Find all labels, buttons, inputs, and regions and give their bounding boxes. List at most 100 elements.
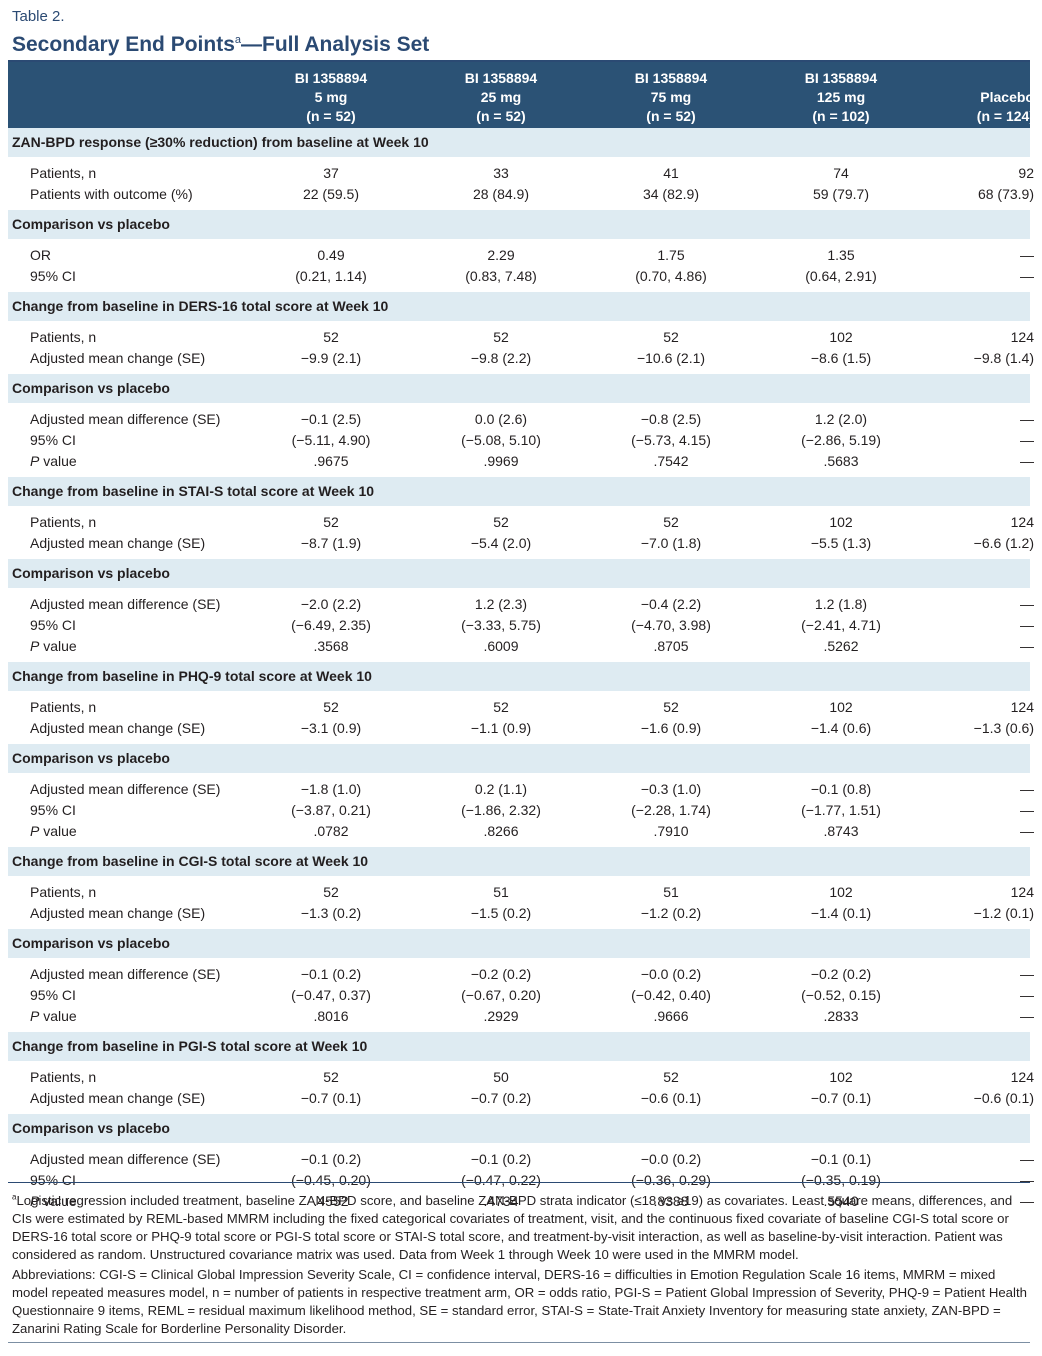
table-row: Patients, n 52 52 52 102 124	[8, 512, 1034, 533]
table-cell: −2.0 (2.2)	[300, 596, 362, 612]
row-label: 95% CI	[30, 432, 76, 448]
column-header-5mg: BI 1358894 5 mg (n = 52)	[294, 70, 368, 124]
table-row: Adjusted mean change (SE) −9.9 (2.1) −9.8 …	[8, 348, 1034, 369]
table-cell: −1.2 (0.1)	[973, 905, 1034, 921]
row-label: Adjusted mean change (SE)	[30, 720, 206, 736]
table-cell: 0.2 (1.1)	[474, 781, 528, 797]
table-cell: 52	[663, 514, 679, 530]
table-row: Adjusted mean change (SE) −0.7 (0.1) −0.7 …	[8, 1088, 1034, 1109]
top-rule	[8, 60, 1030, 62]
table-cell: −0.0 (0.2)	[640, 1151, 702, 1167]
table-cell: 22 (59.5)	[302, 186, 360, 202]
table-cell: −0.1 (0.8)	[810, 781, 872, 797]
table-cell: .2929	[483, 1008, 519, 1024]
row-label: P value	[30, 638, 77, 654]
row-label: OR	[30, 247, 51, 263]
table-cell: 1.2 (2.3)	[474, 596, 528, 612]
row-label: P value	[30, 823, 77, 839]
table-cell: −1.1 (0.9)	[470, 720, 532, 736]
section-header: Comparison vs placebo	[8, 744, 1030, 773]
row-label: 95% CI	[30, 268, 76, 284]
table-cell: −1.8 (1.0)	[300, 781, 362, 797]
table-row: Adjusted mean change (SE) −3.1 (0.9) −1.1 …	[8, 718, 1034, 739]
table-cell: .2833	[823, 1008, 859, 1024]
row-label: P value	[30, 1008, 77, 1024]
table-cell: .9675	[313, 453, 349, 469]
row-label: P value	[30, 1193, 77, 1209]
section-label: Comparison vs placebo	[12, 565, 170, 581]
table-row: P value .9675 .9969 .7542 .5683 —	[8, 451, 1034, 472]
table-cell: (−1.86, 2.32)	[461, 802, 541, 818]
table-cell: 102	[829, 699, 853, 715]
section-label: Change from baseline in STAI-S total sco…	[12, 483, 375, 499]
table-cell: —	[1020, 247, 1034, 263]
table-cell: (−0.42, 0.40)	[631, 987, 711, 1003]
section-header: Change from baseline in PGI-S total scor…	[8, 1032, 1030, 1061]
table-cell: 0.49	[317, 247, 345, 263]
table-cell: 52	[323, 699, 339, 715]
table-cell: (0.83, 7.48)	[465, 268, 537, 284]
table-cell: −0.2 (0.2)	[470, 966, 532, 982]
end-rule	[8, 1342, 1030, 1343]
table-cell: —	[1020, 453, 1034, 469]
table-cell: −0.2 (0.2)	[810, 966, 872, 982]
table-cell: (−4.70, 3.98)	[631, 617, 711, 633]
table-cell: −7.0 (1.8)	[640, 535, 702, 551]
table-cell: −0.3 (1.0)	[640, 781, 702, 797]
table-cell: 52	[323, 329, 339, 345]
table-cell: (−0.36, 0.29)	[631, 1172, 711, 1188]
table-cell: −1.3 (0.2)	[300, 905, 362, 921]
table-cell: 59 (79.7)	[812, 186, 870, 202]
table-cell: —	[1020, 987, 1034, 1003]
table-cell: −1.4 (0.6)	[810, 720, 872, 736]
table-cell: —	[1020, 823, 1034, 839]
row-label: 95% CI	[30, 802, 76, 818]
table-row: P value .3568 .6009 .8705 .5262 —	[8, 636, 1034, 657]
row-label: Patients, n	[30, 1069, 97, 1085]
section-label: Change from baseline in PGI-S total scor…	[12, 1038, 368, 1054]
table-cell: —	[1020, 802, 1034, 818]
table-cell: .8705	[653, 638, 689, 654]
table-cell: 52	[663, 1069, 679, 1085]
table-cell: −9.8 (1.4)	[973, 350, 1034, 366]
table-cell: (0.70, 4.86)	[635, 268, 707, 284]
row-label: P value	[30, 453, 77, 469]
table-cell: −5.4 (2.0)	[470, 535, 532, 551]
row-label: Patients, n	[30, 329, 97, 345]
table-cell: 52	[323, 884, 339, 900]
table-cell: 92	[1018, 165, 1034, 181]
table-cell: .4552	[313, 1193, 349, 1209]
table-row: Patients, n 52 51 51 102 124	[8, 882, 1034, 903]
table-row: Adjusted mean difference (SE) −0.1 (0.2) −…	[8, 1149, 1034, 1170]
table-cell: −0.1 (2.5)	[300, 411, 362, 427]
table-cell: —	[1020, 268, 1034, 284]
section-header: Change from baseline in CGI-S total scor…	[8, 847, 1030, 876]
section-label: Change from baseline in CGI-S total scor…	[12, 853, 369, 869]
column-header-placebo: Placebo (n = 124)	[976, 89, 1034, 124]
table-cell: 51	[663, 884, 679, 900]
row-label: Patients, n	[30, 884, 97, 900]
bottom-rule	[8, 1182, 1030, 1183]
table-cell: (−3.87, 0.21)	[291, 802, 371, 818]
section-header: Change from baseline in PHQ-9 total scor…	[8, 662, 1030, 691]
table-row: Patients, n 52 50 52 102 124	[8, 1067, 1034, 1088]
table-cell: .8743	[823, 823, 859, 839]
table-cell: .5540	[823, 1193, 859, 1209]
row-label: Patients with outcome (%)	[30, 186, 193, 202]
table-cell: 102	[829, 514, 853, 530]
table-row: 95% CI (−0.47, 0.37) (−0.67, 0.20) (−0.42, …	[8, 985, 1034, 1006]
table-cell: −0.1 (0.2)	[300, 1151, 362, 1167]
table-cell: −0.8 (2.5)	[640, 411, 702, 427]
table-cell: 124	[1010, 1069, 1034, 1085]
table-row: Adjusted mean difference (SE) −1.8 (1.0) 0…	[8, 779, 1034, 800]
table-cell: −0.6 (0.1)	[640, 1090, 702, 1106]
table-cell: 102	[829, 884, 853, 900]
table-cell: −1.6 (0.9)	[640, 720, 702, 736]
footnote-a: aLogistic regression included treatment,…	[12, 1192, 1013, 1262]
table-row: Patients, n 52 52 52 102 124	[8, 327, 1034, 348]
section-header: Comparison vs placebo	[8, 559, 1030, 588]
row-label: Adjusted mean change (SE)	[30, 535, 206, 551]
table-cell: 1.2 (1.8)	[814, 596, 868, 612]
table-row: Adjusted mean change (SE) −8.7 (1.9) −5.4 …	[8, 533, 1034, 554]
table-row: Adjusted mean difference (SE) −0.1 (2.5) 0…	[8, 409, 1034, 430]
